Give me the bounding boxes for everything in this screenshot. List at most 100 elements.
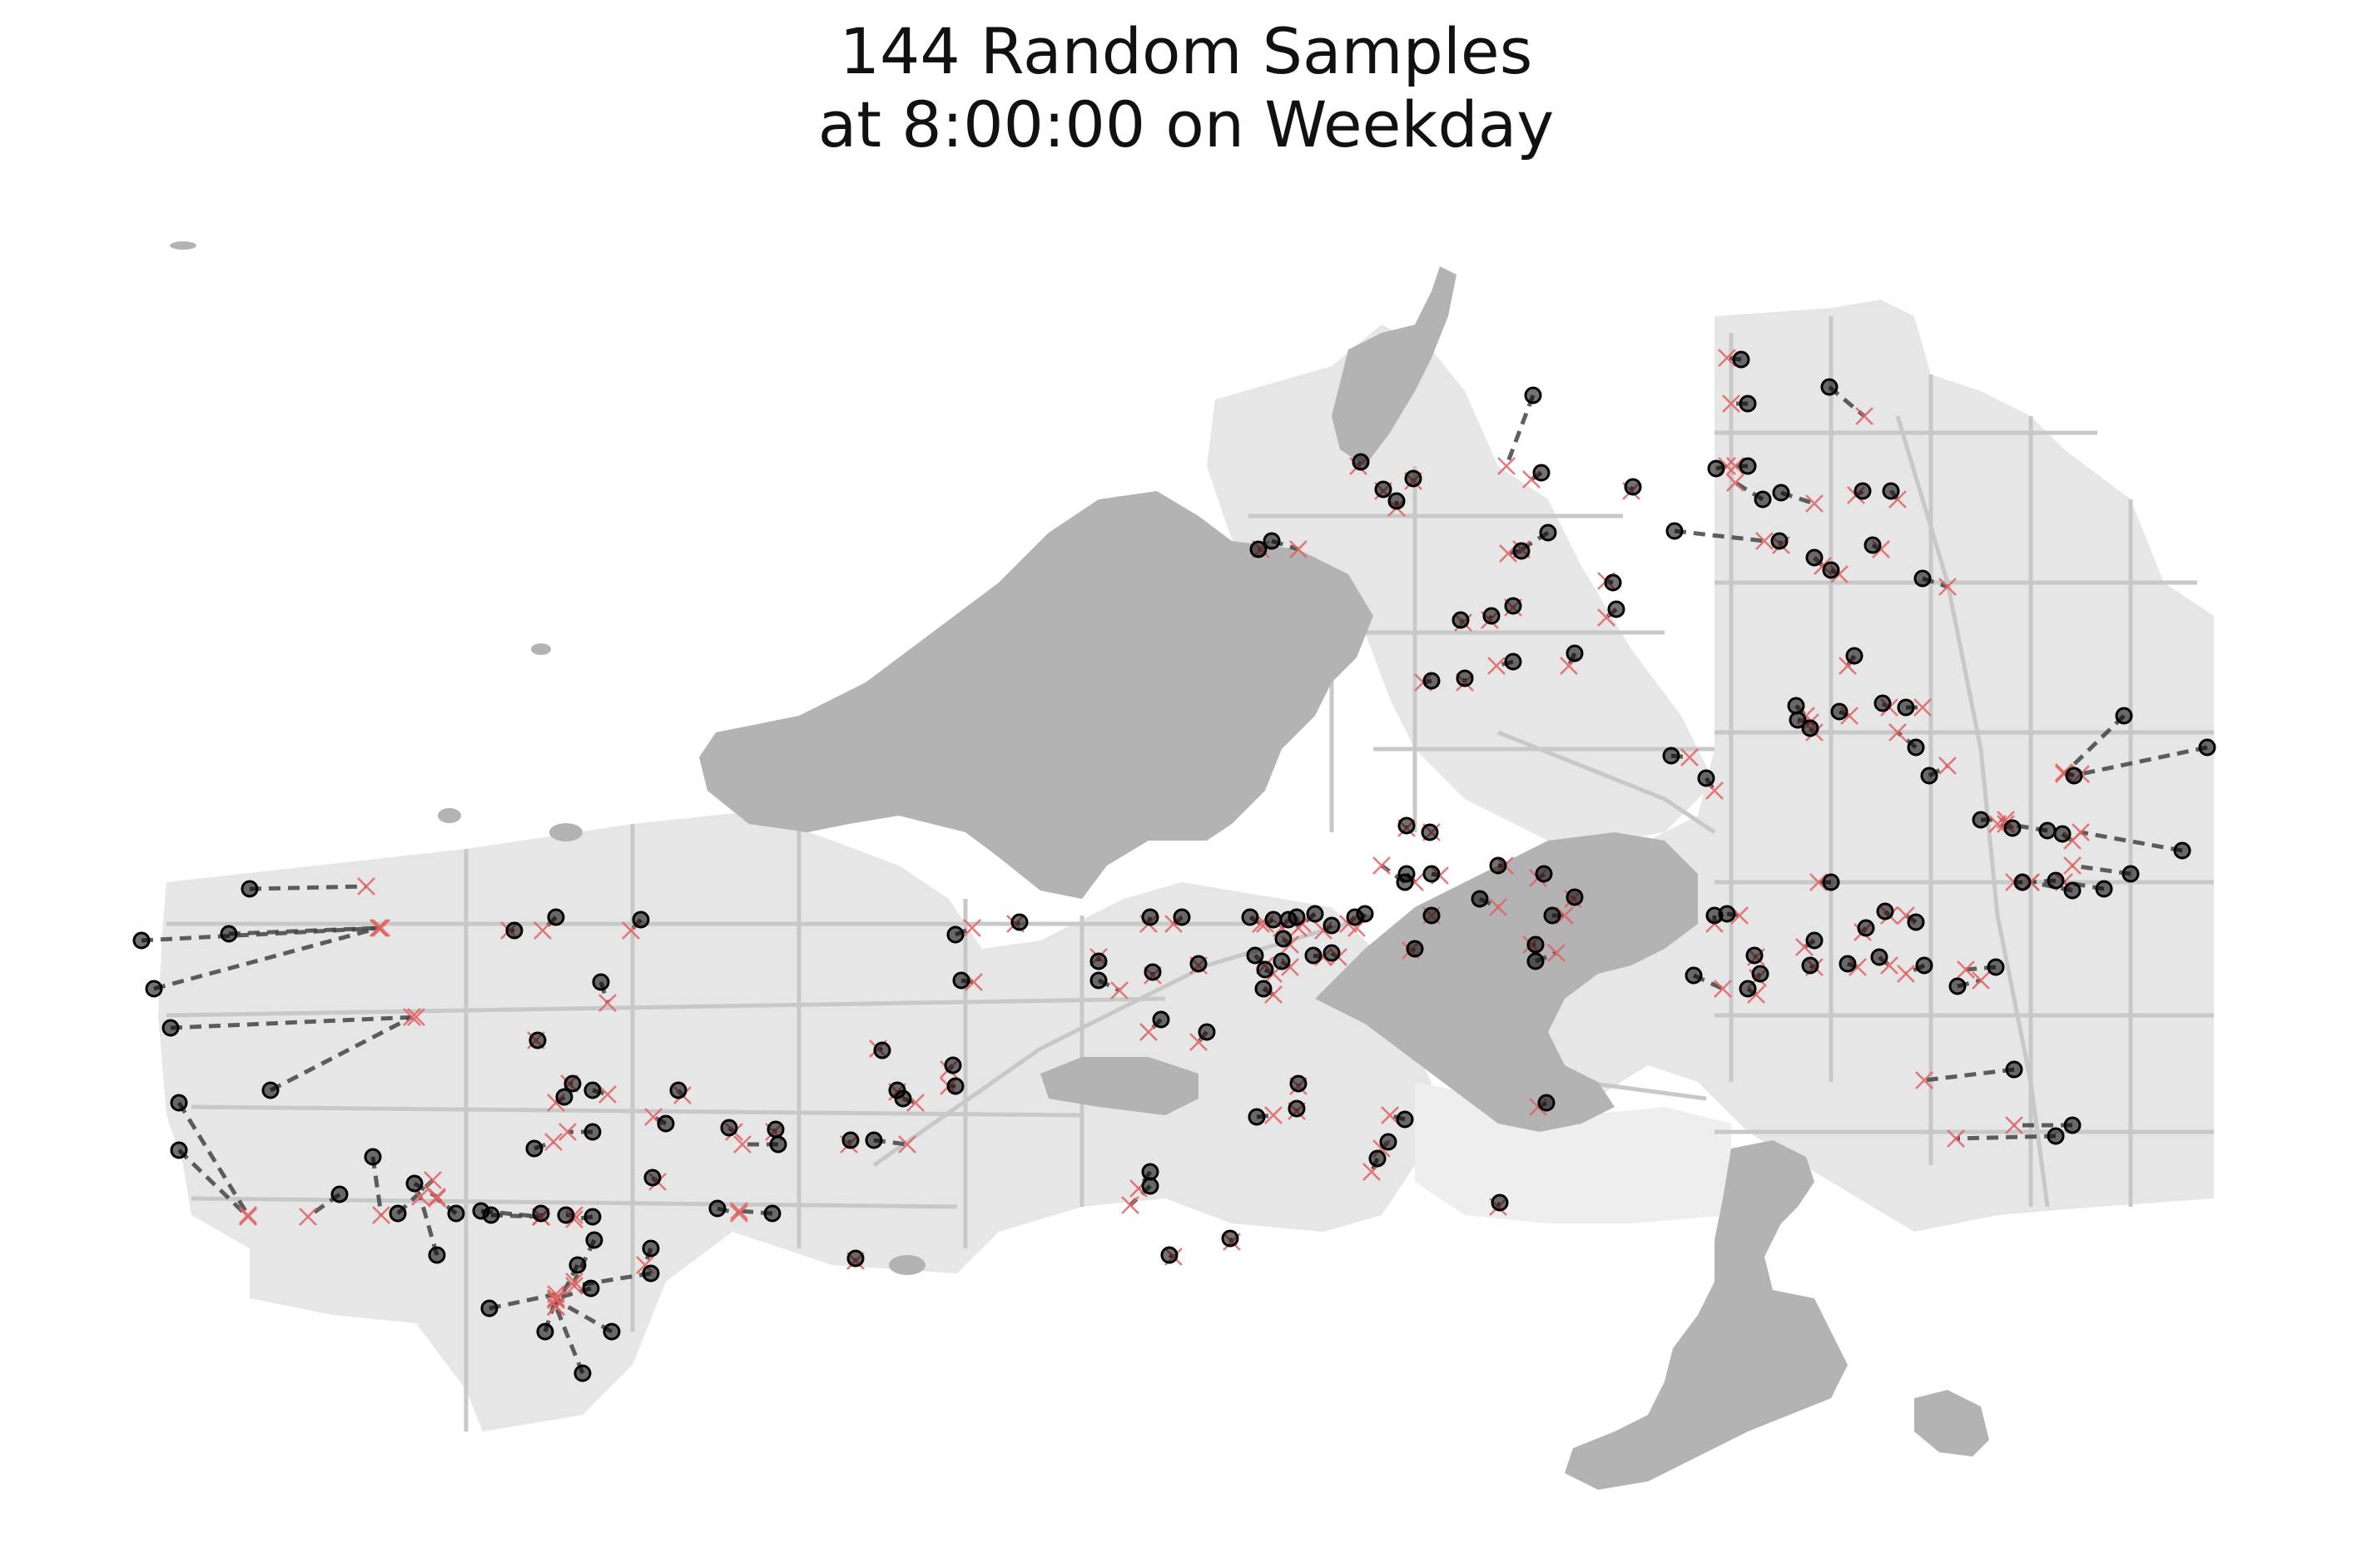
- sample-point: [1422, 672, 1441, 690]
- sample-point: [1745, 946, 1764, 965]
- snapped-location-marker: [424, 1171, 442, 1189]
- sample-point: [2198, 738, 2216, 757]
- sample-point: [1543, 906, 1561, 925]
- snapped-location-marker: [1805, 494, 1824, 513]
- snapped-location-marker: [1988, 815, 2007, 833]
- sample-point: [767, 1120, 785, 1139]
- sample-point: [2013, 873, 2032, 891]
- sample-point: [1697, 769, 1715, 787]
- sample-point: [1397, 816, 1416, 835]
- sample-point: [583, 1208, 602, 1226]
- sample-point: [1707, 459, 1725, 478]
- connector-line: [553, 1306, 585, 1374]
- sample-point: [1739, 394, 1757, 413]
- snapped-location-marker: [547, 1291, 565, 1309]
- sample-point: [563, 1074, 582, 1093]
- connector-line: [1955, 1134, 2057, 1141]
- sample-point: [1789, 711, 1807, 729]
- snapped-location-marker: [239, 1208, 257, 1226]
- sample-point: [1256, 960, 1274, 979]
- sample-point: [1248, 1108, 1266, 1126]
- sample-point: [1306, 905, 1324, 923]
- sample-point: [1739, 980, 1757, 998]
- sample-point: [1772, 484, 1790, 502]
- connector-line: [1923, 1067, 2015, 1083]
- snapped-location-marker: [1264, 1106, 1283, 1124]
- snapped-location-marker: [2005, 1116, 2023, 1134]
- sample-point: [1739, 457, 1757, 475]
- sample-point: [1718, 905, 1736, 923]
- sample-point: [1379, 1133, 1397, 1151]
- sample-point: [2047, 871, 2065, 890]
- snapped-location-marker: [1487, 657, 1506, 675]
- snapped-location-marker: [1718, 349, 1736, 367]
- sample-point: [1254, 980, 1273, 998]
- sample-point: [1822, 873, 1840, 891]
- snapped-location-marker: [1888, 723, 1907, 742]
- lake-south: [1565, 1140, 1848, 1490]
- sample-point: [1141, 908, 1159, 926]
- connector-line: [177, 1149, 250, 1218]
- snapped-location-marker: [963, 919, 981, 937]
- snapped-location-marker: [1121, 1196, 1139, 1214]
- snapped-location-marker: [558, 1123, 577, 1141]
- sample-point: [1907, 738, 1925, 757]
- connector-line: [269, 1015, 414, 1093]
- sample-point: [132, 931, 151, 950]
- connector-line: [1674, 528, 1765, 543]
- sample-point: [557, 1206, 575, 1224]
- sample-point: [657, 1114, 675, 1133]
- sample-point: [603, 1322, 621, 1341]
- sample-point: [447, 1204, 465, 1223]
- snapped-location-marker: [1726, 457, 1744, 475]
- sample-point: [2005, 1060, 2023, 1079]
- sample-point: [1422, 865, 1441, 883]
- snapped-location-marker: [1957, 960, 1975, 979]
- snapped-location-marker: [428, 1188, 446, 1206]
- connector-line: [141, 925, 382, 943]
- sample-point: [1504, 653, 1522, 671]
- sample-point: [669, 1081, 687, 1099]
- title-line-1: 144 Random Samples: [839, 14, 1533, 88]
- sample-point: [2095, 880, 2113, 898]
- sample-point: [1504, 597, 1522, 615]
- sample-point: [2065, 767, 2083, 785]
- sample-point: [241, 880, 259, 898]
- snapped-location-marker: [547, 1289, 565, 1307]
- sample-point: [161, 1019, 180, 1037]
- sample-point: [1482, 607, 1501, 625]
- sample-point: [1288, 908, 1306, 926]
- sample-point: [261, 1081, 280, 1099]
- sample-point: [769, 1135, 787, 1154]
- sample-point: [1853, 482, 1872, 500]
- snapped-location-marker: [1372, 856, 1391, 875]
- sample-point: [1770, 532, 1789, 550]
- sample-point: [632, 911, 650, 929]
- sample-point: [1387, 492, 1406, 510]
- sample-point: [2053, 825, 2072, 843]
- snapped-location-marker: [1714, 980, 1732, 998]
- snapped-location-marker: [1726, 474, 1744, 492]
- sample-point: [1915, 956, 1933, 975]
- sample-point: [944, 1056, 962, 1074]
- sample-point: [220, 925, 238, 943]
- sample-point: [1787, 697, 1805, 715]
- lake-small-west: [1040, 1057, 1198, 1115]
- connector-line: [153, 925, 380, 991]
- sample-point: [405, 1174, 424, 1193]
- sample-point: [1089, 952, 1108, 970]
- sample-point: [1304, 946, 1322, 965]
- sample-point: [532, 1204, 550, 1223]
- snapped-location-marker: [1755, 532, 1774, 550]
- map-title: 144 Random Samples at 8:00:00 on Weekday: [0, 15, 2372, 161]
- sample-point: [1863, 536, 1882, 554]
- snapped-location-marker: [372, 919, 390, 937]
- sample-point: [592, 973, 610, 991]
- connector-line: [554, 1298, 613, 1334]
- sample-point: [1801, 956, 1819, 975]
- connector-line: [170, 1015, 417, 1030]
- sample-point: [1526, 952, 1545, 970]
- sample-point: [1471, 890, 1489, 908]
- sample-point: [846, 1249, 865, 1268]
- sample-point: [1289, 1074, 1308, 1093]
